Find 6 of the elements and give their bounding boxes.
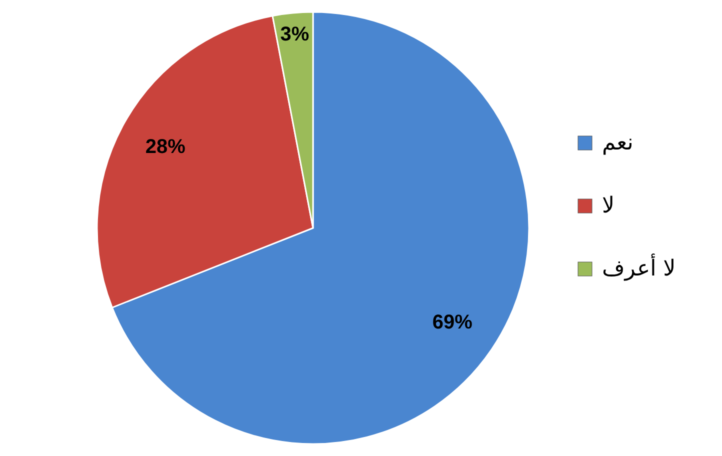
legend-label: لا أعرف: [602, 254, 676, 282]
data-label: 69%: [432, 312, 473, 334]
legend-label: لا: [602, 194, 615, 218]
legend-label: نعم: [602, 130, 634, 156]
data-label: 3%: [280, 23, 310, 46]
data-label: 28%: [145, 136, 186, 158]
